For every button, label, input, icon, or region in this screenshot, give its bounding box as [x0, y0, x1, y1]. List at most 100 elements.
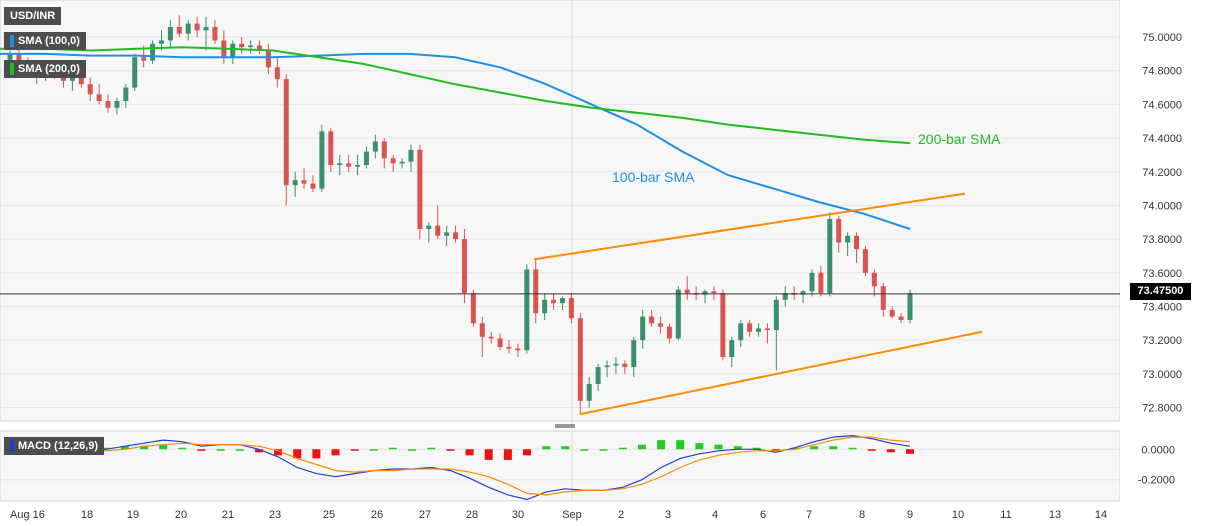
candle-body — [809, 272, 815, 292]
candle-body — [239, 43, 245, 48]
candle-body — [426, 225, 432, 230]
candle-body — [604, 365, 610, 368]
candle-body — [346, 163, 352, 167]
x-tick-label: 21 — [222, 509, 234, 521]
x-tick-label: 30 — [512, 509, 524, 521]
macd-histogram-bar — [235, 449, 244, 451]
x-tick-label: 8 — [859, 509, 865, 521]
x-tick-label: Sep — [562, 509, 582, 521]
candle-body — [328, 131, 334, 166]
macd-panel — [0, 430, 1121, 502]
price-tick-label: 74.8000 — [1142, 66, 1182, 78]
candle-body — [381, 141, 387, 159]
candle-body — [577, 318, 583, 401]
sma100-annotation: 100-bar SMA — [612, 169, 695, 185]
macd-histogram-bar — [867, 449, 876, 451]
macd-histogram-bar — [350, 449, 359, 451]
x-tick-label: 27 — [419, 509, 431, 521]
macd-tick-label: 0.0000 — [1141, 444, 1175, 456]
candle-body — [310, 183, 316, 189]
candle-body — [631, 340, 637, 368]
macd-histogram-bar — [216, 449, 225, 451]
candle-body — [747, 323, 753, 332]
candle-body — [595, 367, 601, 384]
price-tick-label: 74.0000 — [1142, 200, 1182, 212]
price-tick-label: 73.6000 — [1142, 268, 1182, 280]
macd-histogram-bar — [657, 440, 666, 450]
macd-histogram-bar — [676, 440, 685, 450]
x-tick-label: 26 — [371, 509, 383, 521]
candle-body — [898, 316, 904, 320]
x-tick-label: 4 — [712, 509, 718, 521]
candle-body — [355, 165, 361, 167]
macd-histogram-bar — [140, 446, 149, 450]
x-tick-label: 13 — [1049, 509, 1061, 521]
candle-body — [845, 235, 851, 243]
macd-histogram-bar — [254, 449, 263, 453]
candle-body — [827, 218, 833, 294]
price-tick-label: 73.8000 — [1142, 234, 1182, 246]
candle-body — [292, 180, 298, 186]
candle-body — [497, 338, 503, 347]
candle-body — [141, 57, 147, 61]
x-tick-label: 11 — [1000, 509, 1011, 521]
price-tick-label: 74.4000 — [1142, 133, 1182, 145]
candle-body — [257, 45, 263, 51]
macd-histogram-bar — [159, 444, 168, 450]
macd-histogram-bar — [542, 446, 551, 450]
macd-histogram-bar — [197, 449, 206, 451]
candle-body — [800, 291, 806, 295]
candle-body — [337, 163, 343, 166]
price-tick-label: 73.2000 — [1142, 335, 1182, 347]
candle-body — [408, 149, 414, 162]
macd-histogram-bar — [791, 447, 800, 450]
candle-body — [488, 336, 494, 339]
price-tick-label: 75.0000 — [1142, 32, 1182, 44]
candle-body — [738, 323, 744, 341]
candle-body — [158, 40, 164, 44]
candle-body — [542, 299, 548, 314]
macd-histogram-bar — [446, 449, 455, 451]
candle-body — [889, 309, 895, 317]
candle-body — [479, 323, 485, 337]
macd-histogram-bar — [331, 449, 340, 456]
candle-body — [862, 249, 868, 273]
candle-body — [167, 26, 173, 41]
candle-body — [176, 26, 182, 34]
macd-histogram-bar — [484, 449, 493, 460]
candle-body — [854, 235, 860, 250]
macd-histogram-bar — [561, 446, 570, 450]
macd-histogram-bar — [408, 449, 417, 451]
candle-body — [470, 293, 476, 324]
macd-tick-label: -0.2000 — [1138, 475, 1175, 487]
x-tick-label: Aug 16 — [10, 509, 45, 521]
lower-trendline — [579, 330, 983, 416]
candle-body — [640, 316, 646, 341]
candle-body — [444, 232, 450, 236]
candle-body — [265, 50, 271, 68]
macd-histogram-bar — [120, 446, 129, 450]
macd-histogram-bar — [580, 449, 589, 451]
x-tick-label: 6 — [760, 509, 766, 521]
x-tick-label: 10 — [952, 509, 964, 521]
symbol-badge: USD/INR — [4, 7, 62, 25]
candle-body — [871, 272, 877, 287]
symbol-label: USD/INR — [10, 10, 56, 22]
macd-swatch — [10, 440, 14, 453]
candle-body — [132, 57, 138, 88]
sma200-badge: SMA (200,0) — [4, 60, 86, 78]
candle-body — [622, 363, 628, 368]
x-tick-label: 3 — [665, 509, 671, 521]
sma200-annotation: 200-bar SMA — [918, 131, 1001, 147]
candle-body — [123, 87, 129, 102]
candle-body — [559, 298, 565, 304]
upper-trendline — [533, 192, 966, 261]
candle-body — [836, 218, 842, 243]
candle-body — [453, 232, 459, 240]
candle-body — [702, 291, 708, 295]
macd-histogram-bar — [618, 447, 627, 450]
sma200-line — [0, 46, 911, 145]
candle-body — [399, 161, 405, 164]
